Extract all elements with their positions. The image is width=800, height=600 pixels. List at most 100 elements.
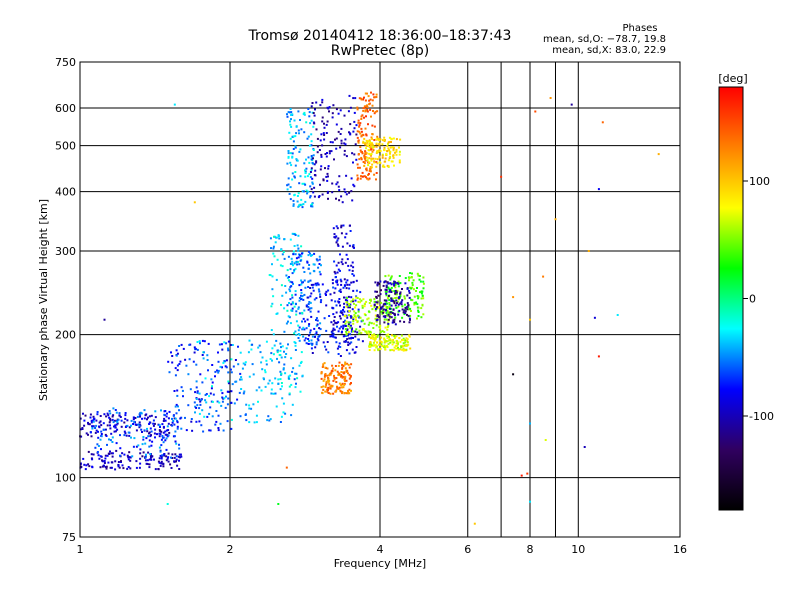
data-point [346,369,349,372]
data-point [401,288,403,290]
data-point [114,468,117,471]
data-point [290,164,293,167]
data-point [305,304,308,307]
data-point [109,424,111,427]
data-point [331,182,334,185]
data-point [146,427,148,430]
data-point [340,261,343,264]
data-point [278,235,280,238]
data-point [127,431,130,434]
data-point [391,297,394,300]
data-point [267,415,270,418]
data-point [199,342,201,345]
data-point [277,503,280,505]
data-point [242,392,245,395]
data-point [328,106,331,109]
data-point [178,468,181,470]
data-point [385,334,388,337]
data-point [314,335,316,338]
data-point [208,429,211,432]
data-point [387,324,390,327]
data-point [415,301,418,304]
data-point [298,326,301,329]
data-point [94,427,97,429]
data-point [315,331,318,334]
data-point [236,398,239,401]
data-point [196,391,199,394]
data-point [176,464,179,467]
data-point [390,304,393,307]
data-point [272,245,275,248]
data-point [317,288,320,291]
phases-heading: Phases [622,23,657,34]
data-point [137,423,140,426]
data-point [333,236,336,239]
data-point [398,153,401,156]
data-point [90,453,93,456]
data-point [362,298,365,301]
data-point [314,169,317,172]
data-point [106,443,108,446]
data-point [375,172,378,174]
data-point [91,426,94,429]
data-point [318,255,321,258]
data-point [220,404,223,407]
data-point [120,460,122,463]
data-point [365,139,368,142]
data-point [375,301,378,304]
data-point [220,343,223,346]
data-point [373,112,376,115]
data-point [176,421,179,424]
data-point [230,344,233,346]
data-point [343,378,346,381]
data-point [310,155,313,157]
data-point [83,463,86,466]
data-point [379,150,382,153]
data-point [376,158,379,161]
data-point [375,145,378,148]
data-point [175,460,177,463]
data-point [148,415,151,418]
data-point [175,354,178,357]
data-point [251,343,254,346]
data-point [109,427,112,430]
data-point [294,290,297,293]
data-point [344,191,347,194]
data-point [333,378,336,381]
data-point [343,310,346,313]
data-point [87,421,89,424]
data-point [141,431,143,433]
data-point [157,468,160,471]
data-point [139,448,142,451]
data-point [375,324,378,327]
data-point [143,429,146,432]
data-point [413,301,416,304]
data-point [180,386,183,389]
data-point [347,264,350,267]
data-point [326,379,329,382]
data-point [259,351,262,354]
data-point [319,139,322,142]
data-point [127,458,130,461]
data-point [127,466,130,468]
data-point [355,316,357,319]
data-point [319,273,322,276]
data-point [82,457,85,460]
data-point [319,295,322,298]
data-point [359,177,362,180]
data-point [408,296,411,299]
data-point [374,281,377,284]
data-point [343,315,346,317]
data-point [370,91,372,94]
data-point [364,99,367,102]
data-point [333,374,335,377]
data-point [292,282,294,285]
data-point [349,106,352,109]
data-point [105,465,108,468]
data-point [128,451,131,454]
data-point [399,320,402,323]
data-point [420,297,423,300]
data-point [114,409,117,411]
data-point [318,195,321,197]
data-point [295,320,298,323]
